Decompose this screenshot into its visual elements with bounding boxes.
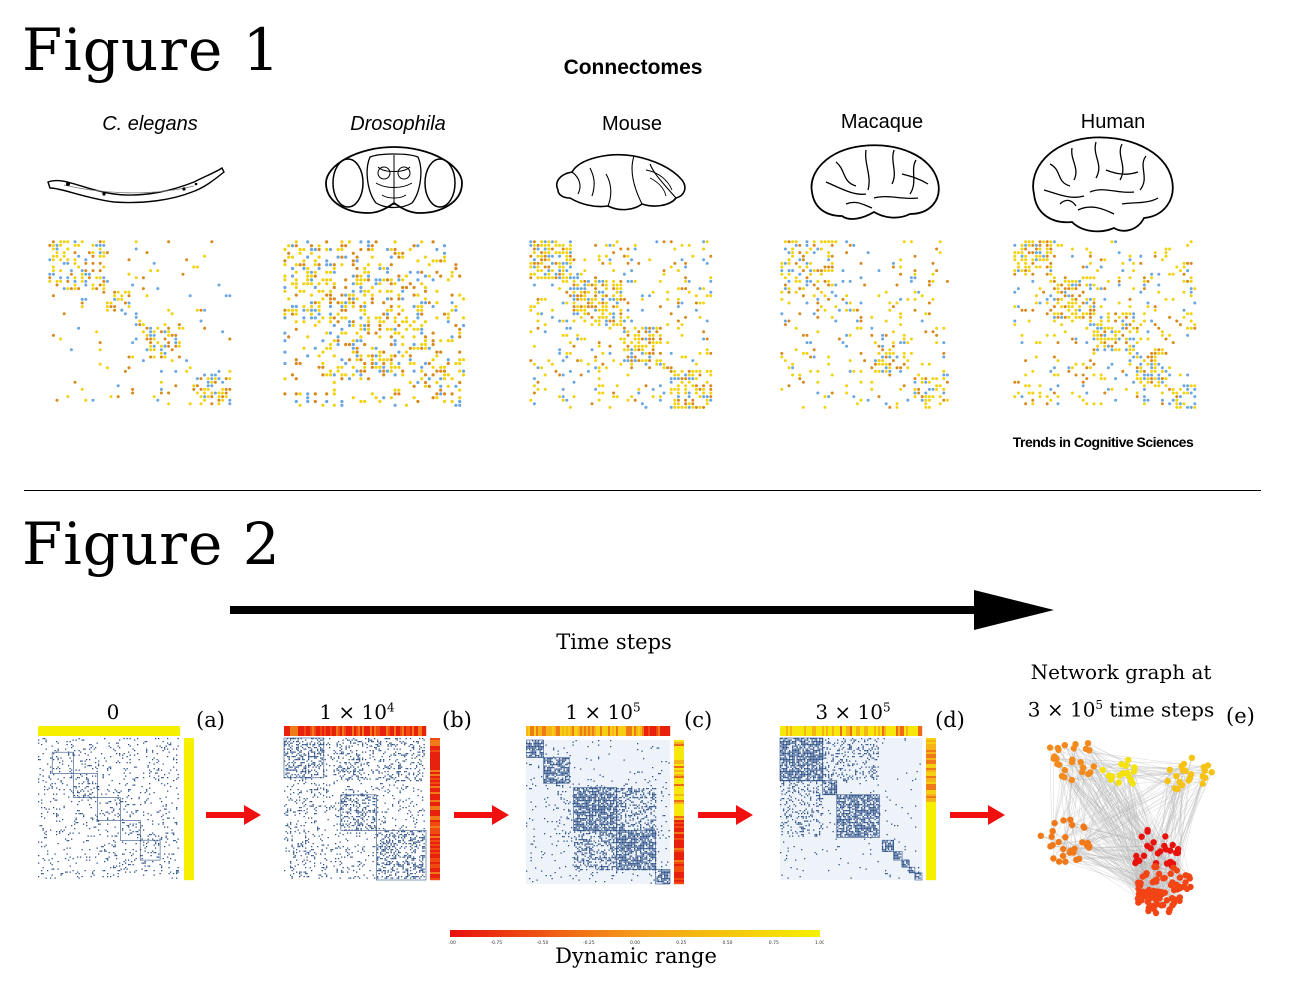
credit-trends-in-cognitive-sciences: Trends in Cognitive Sciences [1012, 434, 1194, 450]
species-label-human: Human [1080, 111, 1146, 133]
mouse-brain-illustration [556, 153, 686, 211]
colorbar-tick-label: 0.75 [769, 940, 779, 946]
network-graph [1037, 740, 1215, 917]
species-label-c-elegans: C. elegans [102, 113, 198, 135]
connectome-matrix-drosophila [283, 240, 466, 407]
network-graph-caption-line2: 3 × 105 time steps [1027, 697, 1215, 722]
colorbar-tick-label: 0.25 [676, 940, 686, 946]
species-label-drosophila: Drosophila [350, 113, 446, 135]
time-steps-label: Time steps [556, 630, 672, 654]
colorbar-tick-label: 1.00 [815, 940, 824, 946]
colorbar-tick-label: -0.50 [537, 940, 549, 946]
drosophila-brain-illustration [325, 146, 463, 214]
step-label-b: 1 × 104 [319, 700, 395, 724]
panel-tag-a: (a) [196, 708, 225, 732]
figure2-title: Figure 2 [22, 510, 281, 578]
species-label-mouse: Mouse [601, 113, 663, 135]
network-graph-caption-line1: Network graph at [1030, 660, 1212, 684]
step-label-a: 0 [106, 700, 120, 724]
colorbar-tick-label: 0.00 [630, 940, 640, 946]
colorbar-tick-label: -0.25 [583, 940, 595, 946]
connectome-matrix-mouse [529, 240, 713, 409]
c-elegans-illustration [47, 166, 225, 204]
dynamic-range-colorbar: -1.00 -0.75 -0.50 -0.25 0.00 0.25 0.50 0.75 1.00 [448, 930, 824, 946]
adjacency-panel-a [38, 726, 194, 881]
panel-tag-c: (c) [684, 708, 713, 732]
red-arrow-b-c [454, 805, 509, 825]
colorbar-tick-label: 0.50 [722, 940, 732, 946]
step-label-d: 3 × 105 [815, 700, 891, 724]
colorbar-tick-label: -0.75 [490, 940, 502, 946]
macaque-brain-illustration [810, 144, 940, 220]
adjacency-panel-b [283, 726, 440, 881]
network-graph-caption: Network graph at 3 × 105 time steps [1016, 656, 1226, 727]
step-label-c: 1 × 105 [565, 700, 641, 724]
time-arrow [230, 590, 1054, 630]
connectomes-heading: Connectomes [563, 56, 703, 79]
red-arrow-d-e [950, 805, 1005, 825]
red-arrow-c-d [698, 805, 753, 825]
adjacency-panel-c [526, 726, 684, 885]
figure-divider [24, 490, 1261, 491]
figure1-title: Figure 1 [22, 16, 281, 84]
connectome-matrix-c-elegans [48, 240, 232, 406]
panel-tag-e: (e) [1226, 704, 1255, 728]
panel-tag-d: (d) [935, 708, 965, 732]
adjacency-panel-d [779, 726, 936, 881]
human-brain-illustration [1032, 136, 1174, 233]
connectome-matrix-human [1013, 240, 1197, 409]
species-label-macaque: Macaque [840, 111, 924, 133]
connectome-matrix-macaque [780, 240, 949, 409]
dynamic-range-label: Dynamic range [555, 944, 717, 968]
colorbar-tick-label: -1.00 [448, 940, 456, 946]
red-arrow-a-b [206, 805, 261, 825]
panel-tag-b: (b) [442, 708, 472, 732]
